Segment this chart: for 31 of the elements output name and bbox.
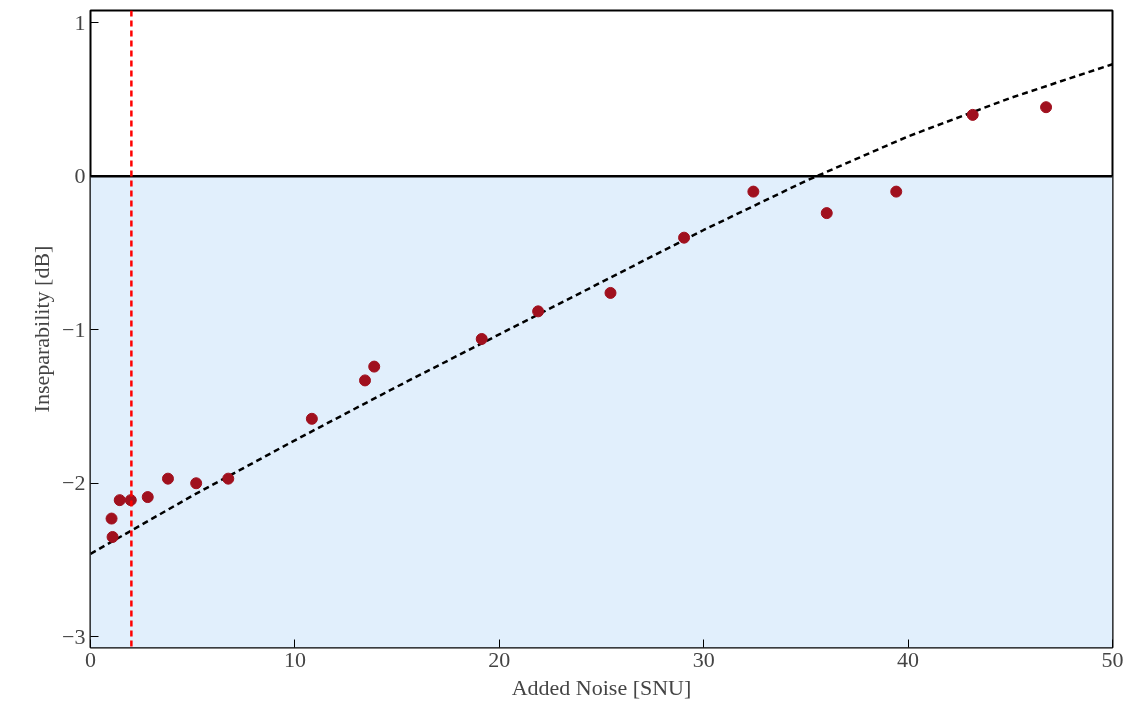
point bbox=[966, 108, 979, 121]
y-tick-label: 1 bbox=[74, 9, 86, 35]
point bbox=[532, 305, 545, 318]
y-tick-label: −2 bbox=[62, 470, 86, 496]
point bbox=[368, 360, 381, 373]
point bbox=[161, 472, 174, 485]
point bbox=[222, 472, 235, 485]
point bbox=[141, 491, 154, 504]
point bbox=[475, 332, 488, 345]
x-tick-label: 10 bbox=[283, 646, 306, 672]
y-axis-title: Inseparability [dB] bbox=[29, 245, 55, 413]
point bbox=[106, 531, 119, 543]
point bbox=[190, 477, 203, 490]
y-tick-label: −1 bbox=[62, 316, 86, 342]
point bbox=[604, 286, 617, 299]
point bbox=[105, 512, 118, 525]
point bbox=[113, 494, 126, 507]
x-tick-label: 50 bbox=[1101, 646, 1124, 672]
x-tick-label: 40 bbox=[897, 646, 920, 672]
x-tick-label: 30 bbox=[692, 646, 715, 672]
y-tick-label: −3 bbox=[62, 623, 86, 649]
x-tick-label: 20 bbox=[488, 646, 511, 672]
point bbox=[820, 207, 833, 220]
y-tick-label: 0 bbox=[74, 163, 86, 189]
point bbox=[678, 231, 691, 244]
point bbox=[359, 374, 372, 387]
x-axis-title: Added Noise [SNU] bbox=[511, 674, 692, 700]
point bbox=[1040, 101, 1053, 114]
point bbox=[747, 185, 760, 198]
point bbox=[305, 412, 318, 425]
point bbox=[890, 185, 903, 198]
